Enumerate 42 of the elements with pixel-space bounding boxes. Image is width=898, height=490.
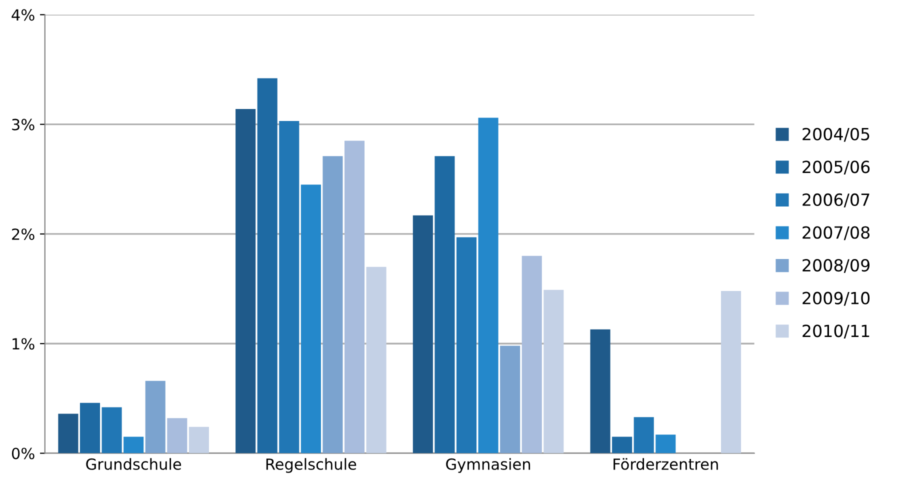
legend-label: 2006/07 [802, 193, 870, 208]
bar [124, 436, 144, 454]
bar [279, 121, 300, 454]
bar [720, 290, 742, 454]
bar [500, 346, 520, 454]
legend-label: 2007/08 [802, 226, 870, 240]
bar [322, 156, 343, 454]
legend-label: 2005/06 [802, 160, 870, 175]
bar [80, 402, 100, 454]
bar [434, 156, 455, 454]
bar [456, 237, 477, 454]
bar [612, 436, 632, 454]
bar [656, 434, 676, 454]
legend-label: 2008/09 [802, 259, 870, 273]
y-tick-label: 3% [12, 118, 34, 130]
bar [478, 118, 498, 454]
bar [167, 418, 188, 454]
bar [634, 417, 654, 454]
legend-label: 2009/10 [802, 292, 870, 306]
x-tick-label: Grundschule [86, 458, 182, 470]
bar [344, 140, 365, 454]
bar [590, 329, 610, 454]
y-tick-label: 1% [12, 338, 34, 350]
legend-label: 2010/11 [802, 324, 870, 339]
bar [58, 414, 78, 454]
bar [236, 108, 256, 454]
x-tick-label: Förderzentren [614, 458, 718, 470]
bar [257, 78, 278, 454]
bar [102, 407, 122, 454]
bar [522, 256, 542, 454]
x-tick-label: Regelschule [266, 458, 356, 473]
bar [544, 290, 564, 454]
bar [300, 184, 321, 454]
bar [412, 215, 433, 454]
legend-label: 2004/05 [802, 128, 870, 142]
bar [188, 426, 209, 454]
y-tick-label: 4% [12, 9, 34, 21]
y-tick-label: 0% [12, 448, 34, 460]
bar [145, 380, 166, 454]
y-tick-label: 2% [12, 228, 34, 240]
bar [366, 266, 386, 454]
x-tick-label: Gymnasien [446, 458, 530, 473]
